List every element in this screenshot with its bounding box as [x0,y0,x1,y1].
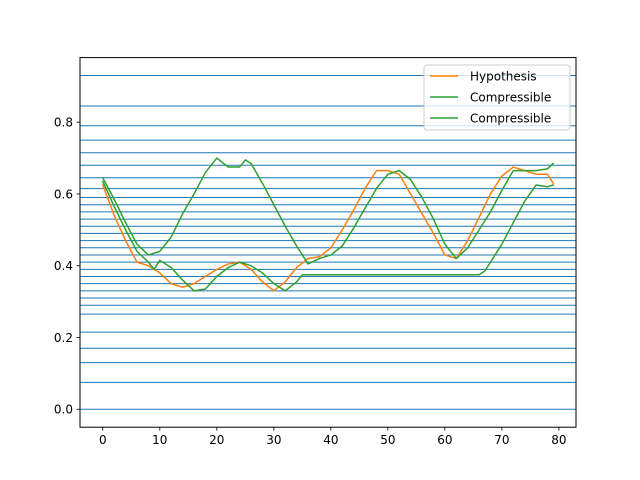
legend-label-compressible-1: Compressible [470,91,551,105]
x-tick-label: 10 [152,433,167,447]
y-tick-label: 0.8 [54,115,73,129]
legend: Hypothesis Compressible Compressible [423,64,571,131]
y-tick-label: 0.0 [54,403,73,417]
x-axis: 0 10 20 30 40 50 60 70 80 [99,427,567,447]
y-axis: 0.0 0.2 0.4 0.6 0.8 [54,115,80,417]
y-tick-label: 0.4 [54,259,73,273]
x-tick-label: 60 [437,433,452,447]
y-tick-label: 0.6 [54,187,73,201]
x-tick-label: 40 [323,433,338,447]
x-tick-label: 30 [266,433,281,447]
series-line-0 [101,166,555,292]
legend-label-compressible-2: Compressible [470,112,551,126]
x-tick-label: 50 [380,433,395,447]
plot-frame [79,57,577,428]
x-tick-label: 80 [551,433,566,447]
series-line-2 [101,180,555,292]
horizontal-lines [80,75,576,410]
legend-label-hypothesis: Hypothesis [470,70,537,84]
legend-box [423,64,571,131]
series-layer [101,157,555,292]
series-line-1 [101,157,555,265]
y-tick-label: 0.2 [54,331,73,345]
x-tick-label: 0 [99,433,107,447]
x-tick-label: 20 [209,433,224,447]
x-tick-label: 70 [494,433,509,447]
